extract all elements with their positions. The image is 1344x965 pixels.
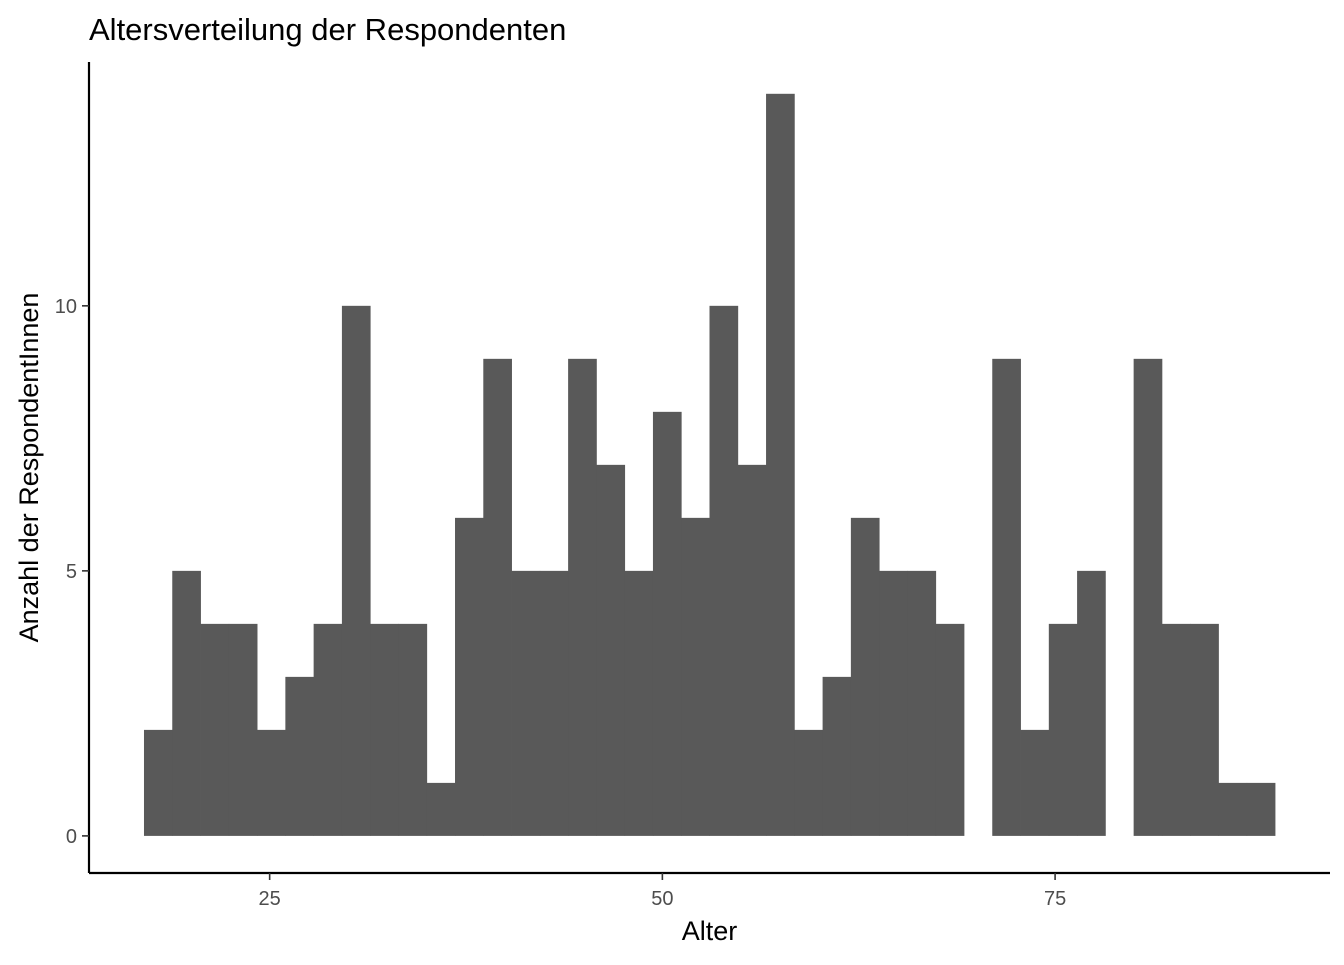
histogram-bar-4 [257, 729, 286, 836]
histogram-bar-17 [624, 570, 654, 836]
histogram-bar-35 [1133, 358, 1163, 836]
histogram-bar-15 [568, 358, 597, 836]
x-tick-label-75: 75 [1044, 888, 1066, 910]
histogram-bar-1 [172, 570, 201, 836]
histogram-bar-13 [511, 570, 541, 836]
histogram-bar-31 [1020, 729, 1050, 836]
histogram-bar-14 [539, 570, 569, 836]
histogram-bar-8 [370, 623, 399, 836]
histogram-bar-39 [1246, 782, 1276, 836]
histogram-bar-20 [709, 305, 739, 836]
histogram-bar-32 [1048, 623, 1078, 836]
histogram-bar-25 [850, 517, 880, 836]
bars-layer [143, 93, 1276, 836]
x-axis-title: Alter [682, 916, 738, 946]
chart-title: Altersverteilung der Respondenten [89, 12, 566, 47]
histogram-bar-21 [737, 464, 767, 836]
histogram-bar-23 [794, 729, 824, 836]
histogram-bar-36 [1161, 623, 1191, 836]
histogram-bar-19 [681, 517, 710, 836]
histogram-bar-22 [766, 93, 795, 836]
histogram-bar-0 [143, 729, 173, 836]
histogram-bar-38 [1218, 782, 1248, 836]
histogram-bar-37 [1190, 623, 1219, 836]
histogram-bar-33 [1077, 570, 1106, 836]
y-axis-ticks: 0 5 10 [55, 296, 89, 848]
histogram-bar-30 [992, 358, 1021, 836]
histogram-bar-7 [341, 305, 371, 836]
histogram-bar-27 [907, 570, 937, 836]
x-tick-label-25: 25 [259, 888, 281, 910]
histogram-bar-10 [426, 782, 456, 836]
histogram-bar-12 [483, 358, 512, 836]
histogram-bar-6 [313, 623, 343, 836]
histogram-bar-11 [455, 517, 484, 836]
x-tick-label-50: 50 [651, 888, 673, 910]
y-tick-label-0: 0 [66, 826, 77, 848]
histogram-bar-16 [596, 464, 626, 836]
axes-layer [87, 62, 1330, 875]
histogram-bar-18 [652, 411, 682, 836]
histogram-bar-2 [200, 623, 230, 836]
histogram-bar-28 [935, 623, 965, 836]
histogram-bar-3 [228, 623, 258, 836]
x-axis-ticks: 25 50 75 [259, 873, 1066, 910]
y-axis-title: Anzahl der RespondentInnen [14, 293, 44, 643]
histogram-bar-26 [879, 570, 908, 836]
histogram-bar-24 [822, 676, 852, 836]
y-tick-label-10: 10 [55, 296, 77, 318]
histogram-bar-9 [398, 623, 428, 836]
y-tick-label-5: 5 [66, 561, 77, 583]
histogram-bar-5 [285, 676, 315, 836]
